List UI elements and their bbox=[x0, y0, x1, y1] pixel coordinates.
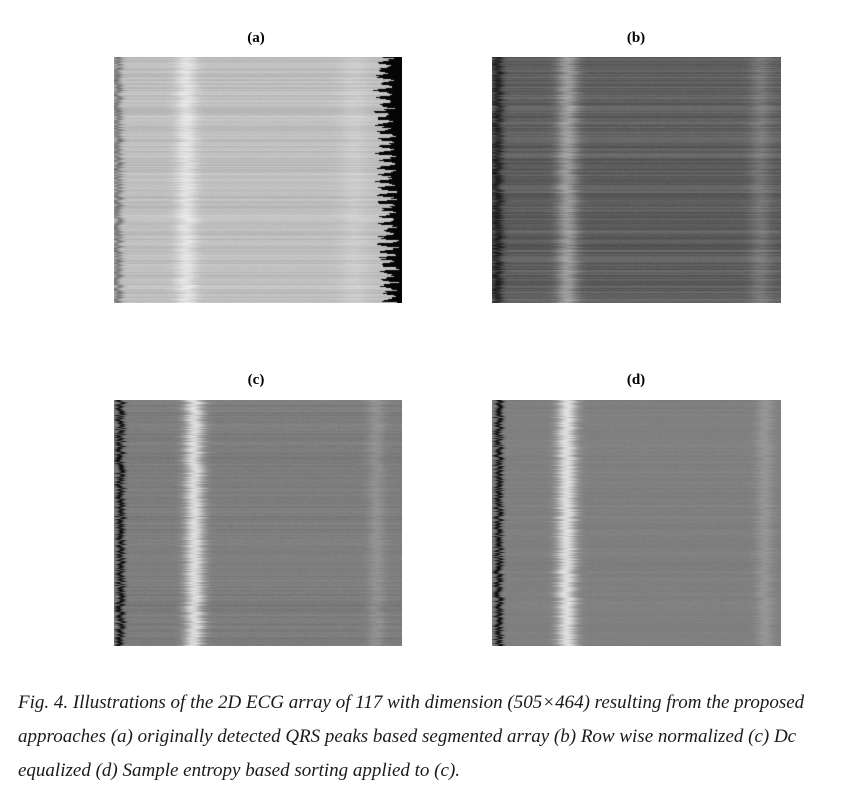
ecg-array-image-d bbox=[492, 400, 781, 646]
panel-label-b: (b) bbox=[626, 30, 646, 46]
ecg-array-canvas-c bbox=[114, 400, 402, 646]
ecg-array-image-a bbox=[114, 57, 402, 303]
panel-label-d: (d) bbox=[626, 372, 646, 388]
ecg-array-image-c bbox=[114, 400, 402, 646]
panel-label-a: (a) bbox=[247, 30, 265, 46]
ecg-array-canvas-a bbox=[114, 57, 402, 303]
ecg-array-image-b bbox=[492, 57, 781, 303]
ecg-array-canvas-d bbox=[492, 400, 781, 646]
ecg-array-canvas-b bbox=[492, 57, 781, 303]
panel-label-c: (c) bbox=[247, 372, 265, 388]
figure-caption: Fig. 4. Illustrations of the 2D ECG arra… bbox=[18, 692, 805, 781]
